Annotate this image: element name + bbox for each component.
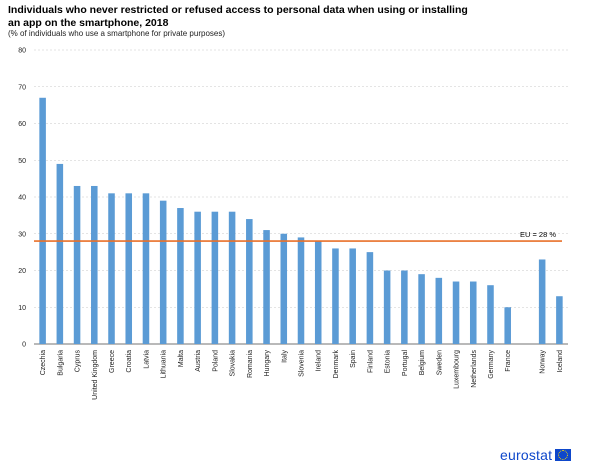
x-tick-label: Poland bbox=[212, 350, 219, 372]
x-tick-label: Croatia bbox=[126, 350, 133, 373]
y-tick-label: 40 bbox=[18, 195, 26, 202]
bar-denmark bbox=[332, 248, 339, 344]
y-tick-label: 70 bbox=[18, 84, 26, 91]
bar-italy bbox=[280, 233, 288, 344]
x-tick-label: Germany bbox=[488, 350, 495, 379]
x-tick-label: France bbox=[505, 350, 512, 372]
bar-belgium bbox=[418, 274, 425, 344]
x-tick-label: Austria bbox=[195, 350, 202, 372]
x-tick-label: Belgium bbox=[419, 350, 426, 375]
bar-cyprus bbox=[73, 185, 81, 344]
bar-estonia bbox=[383, 270, 391, 344]
bar-croatia bbox=[125, 193, 133, 344]
bar-france bbox=[504, 307, 511, 344]
y-tick-label: 20 bbox=[18, 268, 26, 275]
y-tick-label: 0 bbox=[22, 342, 26, 349]
x-tick-label: Finland bbox=[367, 350, 374, 373]
logo-text: eurostat bbox=[500, 447, 553, 463]
bar-portugal bbox=[401, 270, 408, 344]
x-tick-label: Romania bbox=[247, 350, 254, 378]
x-tick-label: Netherlands bbox=[471, 350, 478, 388]
eu-average-label: EU = 28 % bbox=[520, 230, 556, 239]
x-tick-label: United Kingdom bbox=[92, 350, 99, 400]
bar-iceland bbox=[556, 296, 563, 344]
bar-spain bbox=[349, 248, 356, 344]
x-tick-label: Bulgaria bbox=[57, 350, 64, 376]
bar-slovenia bbox=[297, 237, 305, 344]
bar-romania bbox=[246, 219, 253, 344]
bar-sweden bbox=[435, 277, 443, 344]
y-tick-label: 10 bbox=[18, 305, 26, 312]
x-tick-label: Czechia bbox=[40, 350, 47, 375]
x-tick-label: Greece bbox=[109, 350, 116, 373]
y-tick-label: 30 bbox=[18, 231, 26, 238]
bar-greece bbox=[108, 193, 115, 344]
bars bbox=[39, 97, 563, 345]
x-tick-label: Portugal bbox=[402, 350, 409, 377]
x-tick-label: Malta bbox=[178, 350, 185, 367]
y-tick-label: 80 bbox=[18, 48, 26, 55]
bar-austria bbox=[194, 211, 201, 344]
y-tick-label: 60 bbox=[18, 121, 26, 128]
eurostat-logo: eurostat bbox=[500, 447, 572, 463]
bar-slovakia bbox=[228, 211, 236, 344]
x-tick-label: Italy bbox=[281, 350, 288, 363]
bar-germany bbox=[487, 285, 494, 344]
eu-flag-icon bbox=[555, 449, 572, 461]
x-tick-label: Hungary bbox=[264, 350, 271, 377]
x-tick-label: Iceland bbox=[557, 350, 564, 373]
bar-finland bbox=[366, 252, 374, 344]
bar-latvia bbox=[142, 193, 150, 344]
bar-luxembourg bbox=[452, 281, 460, 344]
x-tick-label: Lithuania bbox=[161, 350, 168, 379]
x-tick-label: Slovakia bbox=[230, 350, 237, 377]
bar-norway bbox=[538, 259, 546, 344]
x-tick-label: Luxembourg bbox=[454, 350, 461, 389]
x-axis-labels: Czechia Bulgaria Cyprus United Kingdom Greec… bbox=[40, 350, 564, 400]
bar-lithuania bbox=[159, 200, 167, 344]
x-tick-label: Denmark bbox=[333, 350, 340, 379]
bar-malta bbox=[177, 208, 184, 344]
x-tick-label: Ireland bbox=[316, 350, 323, 372]
x-tick-label: Sweden bbox=[436, 350, 443, 375]
chart-subtitle: (% of individuals who use a smartphone f… bbox=[8, 29, 225, 38]
x-tick-label: Cyprus bbox=[75, 350, 82, 373]
bar-united-kingdom bbox=[91, 185, 98, 344]
bar-bulgaria bbox=[56, 163, 64, 344]
bar-hungary bbox=[263, 230, 270, 344]
bar-poland bbox=[211, 211, 219, 344]
y-tick-label: 50 bbox=[18, 158, 26, 165]
x-tick-label: Estonia bbox=[385, 350, 392, 373]
y-axis: 0 10 20 30 40 50 60 70 80 bbox=[18, 48, 26, 349]
x-tick-label: Latvia bbox=[143, 350, 150, 369]
chart-title: Individuals who never restricted or refu… bbox=[8, 4, 468, 29]
x-tick-label: Norway bbox=[540, 350, 547, 374]
bar-czechia bbox=[39, 97, 46, 345]
eu-reference: EU = 28 % bbox=[34, 230, 562, 242]
x-tick-label: Spain bbox=[350, 350, 357, 368]
bar-netherlands bbox=[469, 281, 477, 344]
bar-ireland bbox=[314, 241, 322, 344]
x-tick-label: Slovenia bbox=[299, 350, 306, 377]
